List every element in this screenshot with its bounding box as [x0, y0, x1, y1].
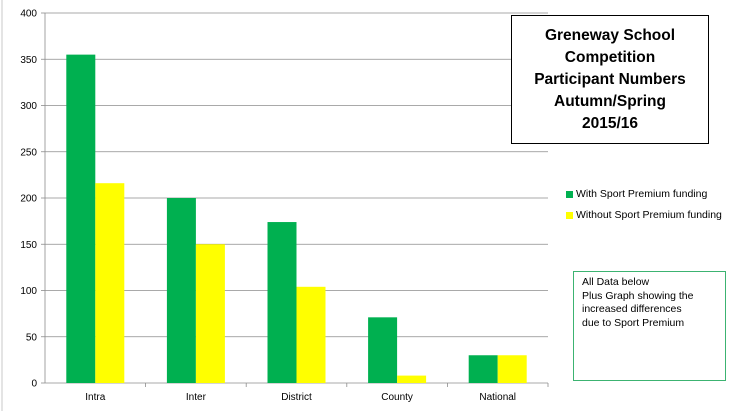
note-line: increased differences — [582, 303, 682, 315]
bar-with-funding — [368, 317, 398, 383]
bar-without-funding — [195, 244, 225, 383]
legend-item-with-funding: With Sport Premium funding — [566, 186, 722, 202]
bar-with-funding — [468, 355, 498, 383]
y-tick-label: 300 — [20, 101, 37, 112]
x-tick-label: District — [281, 392, 312, 403]
bar-without-funding — [497, 355, 527, 383]
chart-title-line: Participant Numbers — [534, 70, 686, 88]
note-text-box: All Data below Plus Graph showing the in… — [573, 271, 726, 381]
bar-with-funding — [66, 54, 96, 383]
chart-title: Greneway School Competition Participant … — [534, 25, 686, 135]
bar-with-funding — [267, 222, 297, 383]
bar-without-funding — [397, 375, 427, 383]
chart-title-box: Greneway School Competition Participant … — [511, 15, 709, 144]
legend-swatch-yellow — [566, 211, 573, 219]
chart-legend: With Sport Premium funding Without Sport… — [566, 186, 722, 228]
y-tick-label: 200 — [20, 194, 37, 205]
legend-swatch-green — [566, 190, 573, 198]
bar-without-funding — [95, 183, 125, 383]
x-tick-label: Intra — [85, 392, 105, 403]
chart-title-line: Competition — [564, 48, 656, 66]
bar-without-funding — [296, 286, 326, 383]
note-line: Plus Graph showing the — [582, 289, 694, 302]
y-tick-label: 50 — [26, 332, 38, 343]
x-tick-label: Inter — [186, 392, 207, 403]
note-line: All Data below — [582, 276, 650, 288]
x-tick-label: National — [479, 392, 516, 403]
chart-title-line: 2015/16 — [581, 114, 638, 132]
chart-title-line: Autumn/Spring — [554, 92, 666, 110]
chart-title-line: Greneway School — [544, 26, 676, 44]
y-tick-label: 0 — [31, 379, 37, 390]
x-tick-label: County — [381, 392, 413, 403]
legend-label: Without Sport Premium funding — [576, 209, 722, 221]
legend-item-without-funding: Without Sport Premium funding — [566, 207, 722, 223]
y-tick-label: 150 — [20, 240, 37, 251]
y-tick-label: 100 — [20, 286, 37, 297]
bar-with-funding — [166, 198, 196, 383]
y-tick-label: 250 — [20, 147, 37, 158]
y-tick-label: 400 — [20, 9, 37, 20]
note-line: due to Sport Premium — [582, 316, 685, 329]
legend-label: With Sport Premium funding — [576, 188, 708, 200]
y-tick-label: 350 — [20, 55, 37, 66]
